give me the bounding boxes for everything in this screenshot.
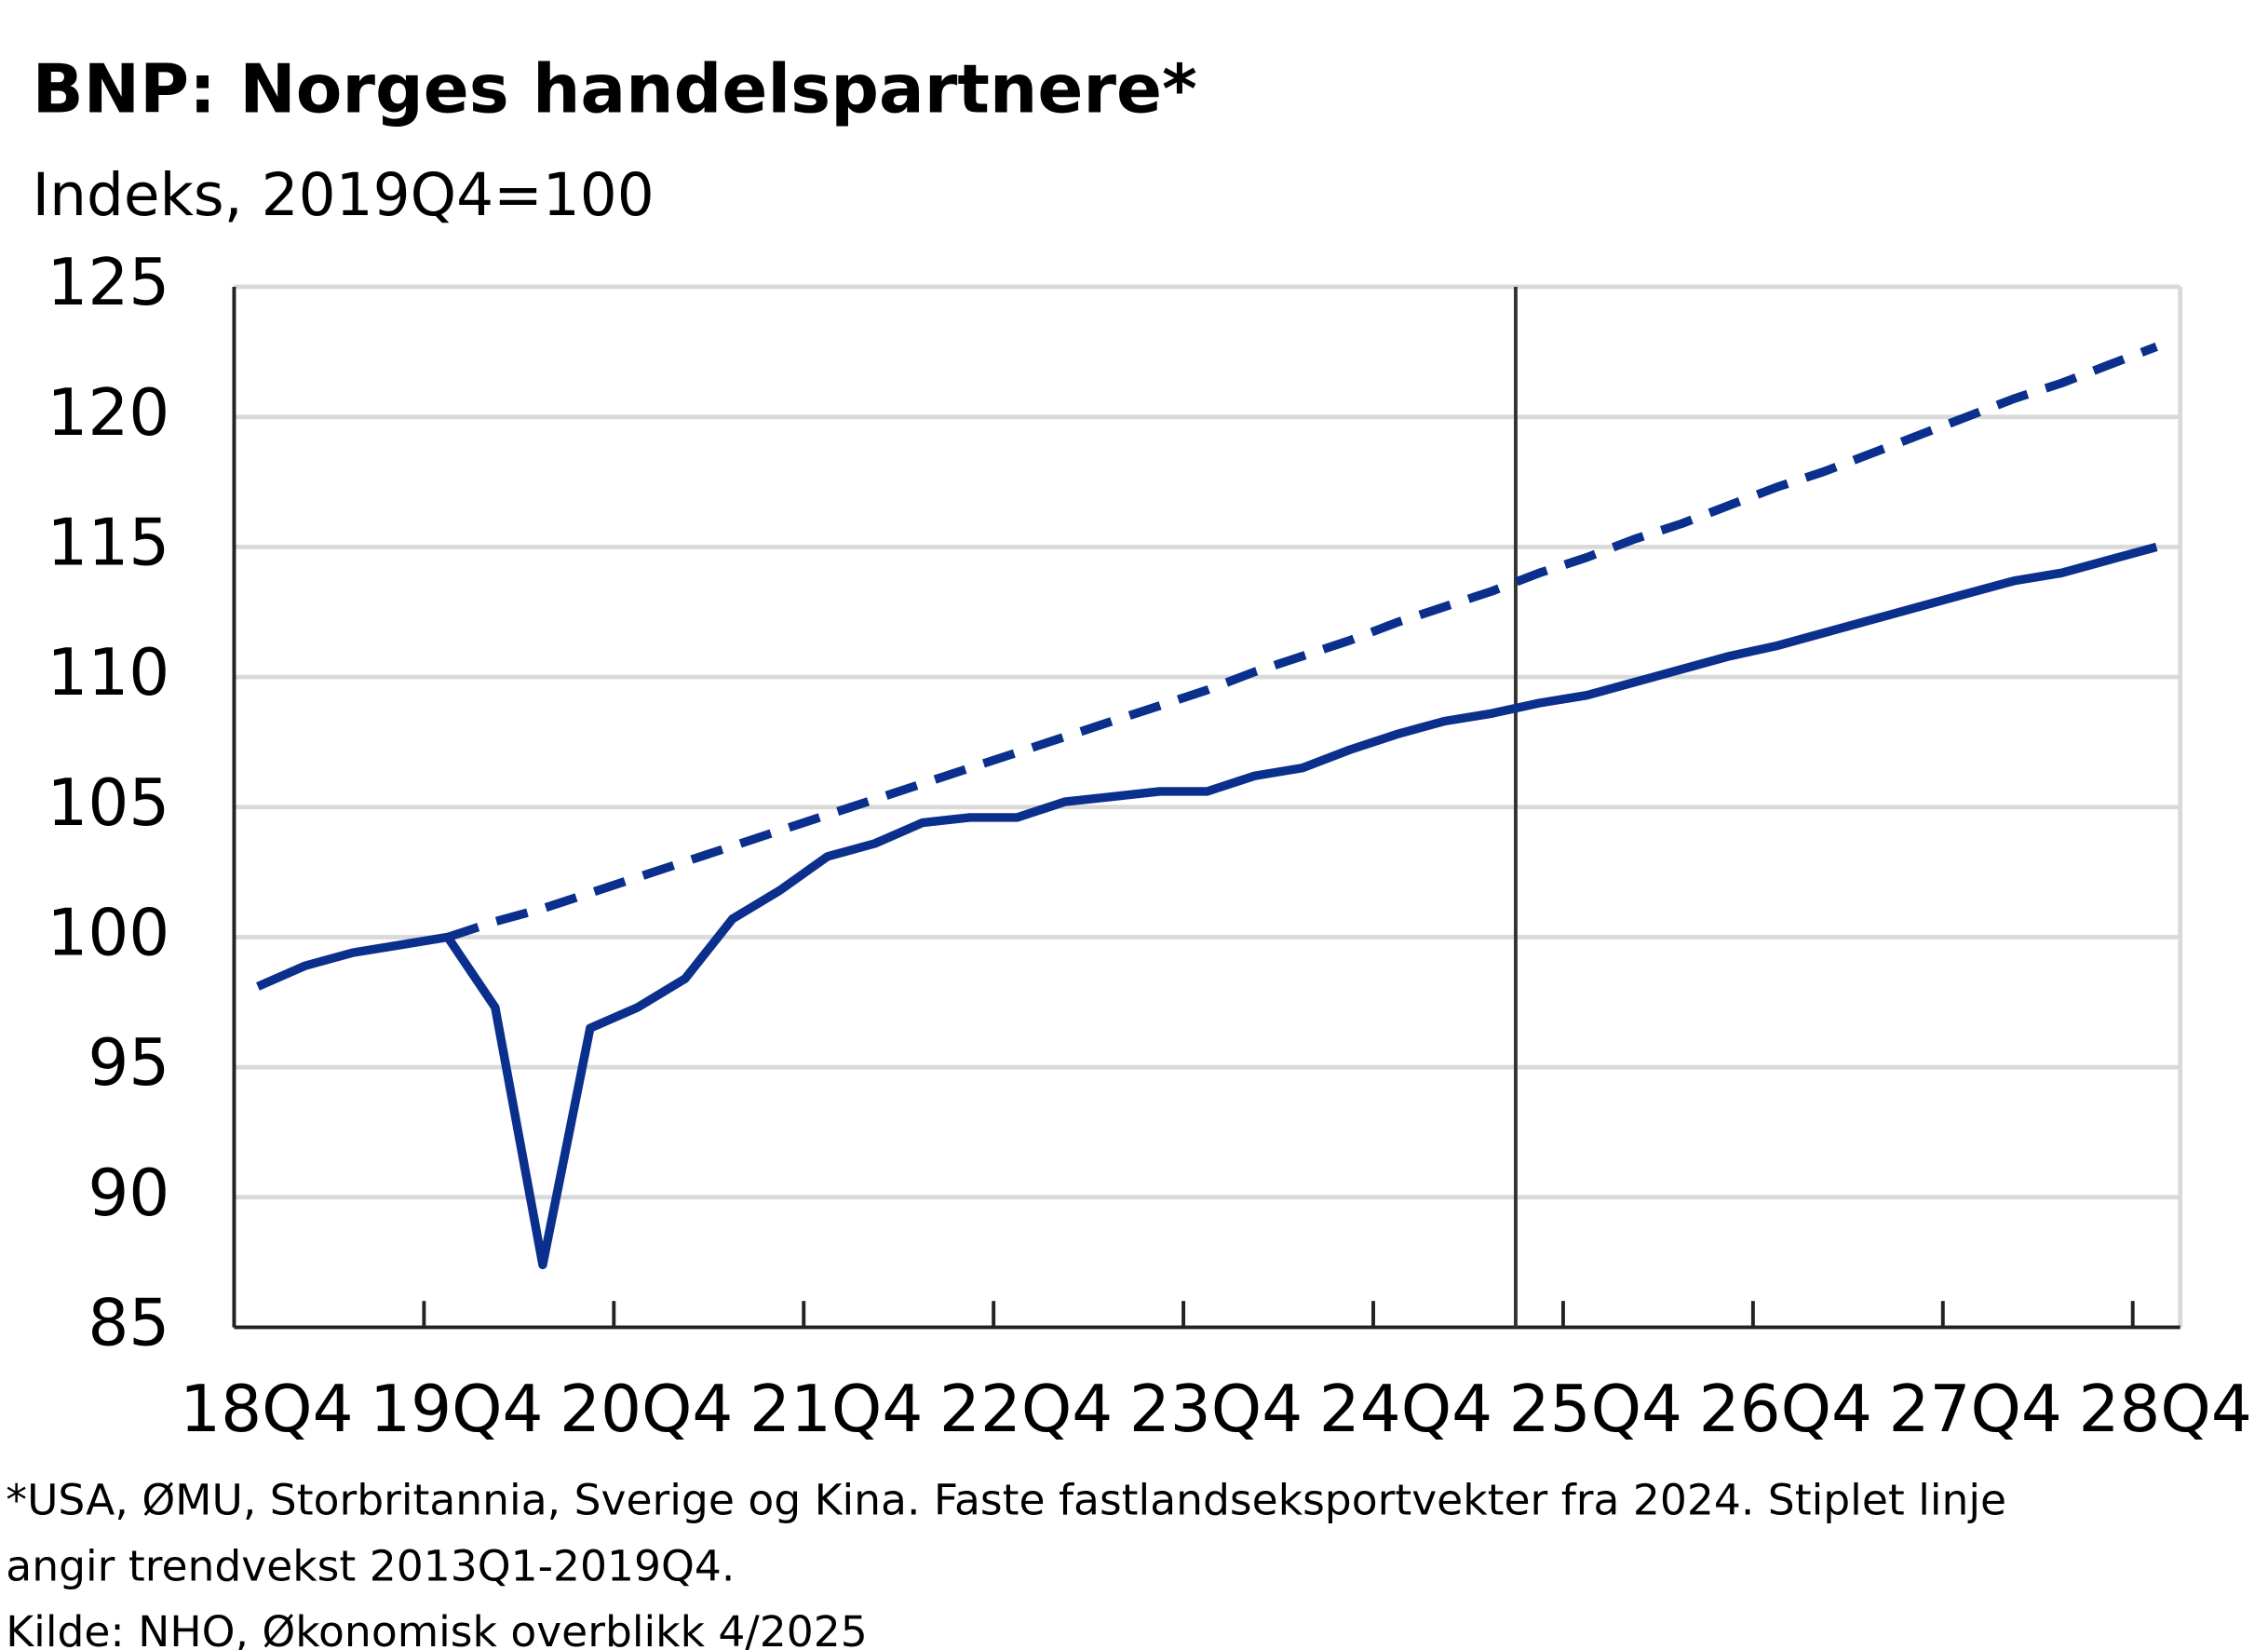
y-tick-label: 110 xyxy=(47,636,169,710)
x-tick-label: 22Q4 xyxy=(939,1373,1113,1447)
y-tick-label: 85 xyxy=(88,1287,169,1361)
y-tick-label: 105 xyxy=(47,766,169,841)
x-tick-label: 19Q4 xyxy=(370,1373,543,1447)
line-series xyxy=(256,542,2158,1270)
y-tick-label: 100 xyxy=(47,896,169,970)
x-tick-label: 27Q4 xyxy=(1889,1373,2062,1447)
x-tick-label: 26Q4 xyxy=(1699,1373,1872,1447)
y-tick-label: 115 xyxy=(47,506,169,580)
y-tick-label: 120 xyxy=(47,376,169,451)
x-tick-label: 21Q4 xyxy=(749,1373,923,1447)
y-tick-label: 95 xyxy=(88,1026,169,1101)
x-tick-label: 24Q4 xyxy=(1319,1373,1492,1447)
x-tick-label: 20Q4 xyxy=(560,1373,733,1447)
footnote: angir trendvekst 2013Q1-2019Q4. xyxy=(6,1541,735,1590)
x-tick-label: 23Q4 xyxy=(1129,1373,1303,1447)
chart-subtitle: Indeks, 2019Q4=100 xyxy=(33,161,655,229)
x-tick-label: 18Q4 xyxy=(180,1373,353,1447)
y-tick-label: 90 xyxy=(88,1156,169,1231)
x-tick-label: 28Q4 xyxy=(2078,1373,2251,1447)
chart-title: BNP: Norges handelspartnere* xyxy=(33,51,1197,129)
y-tick-label: 125 xyxy=(47,246,169,320)
x-tick-label: 25Q4 xyxy=(1509,1373,1682,1447)
source: Kilde: NHO, Økonomisk overblikk 4/2025 xyxy=(6,1607,867,1650)
line-series xyxy=(446,342,2158,941)
footnote: *USA, ØMU, Storbritannia, Sverige og Kin… xyxy=(6,1476,2006,1525)
